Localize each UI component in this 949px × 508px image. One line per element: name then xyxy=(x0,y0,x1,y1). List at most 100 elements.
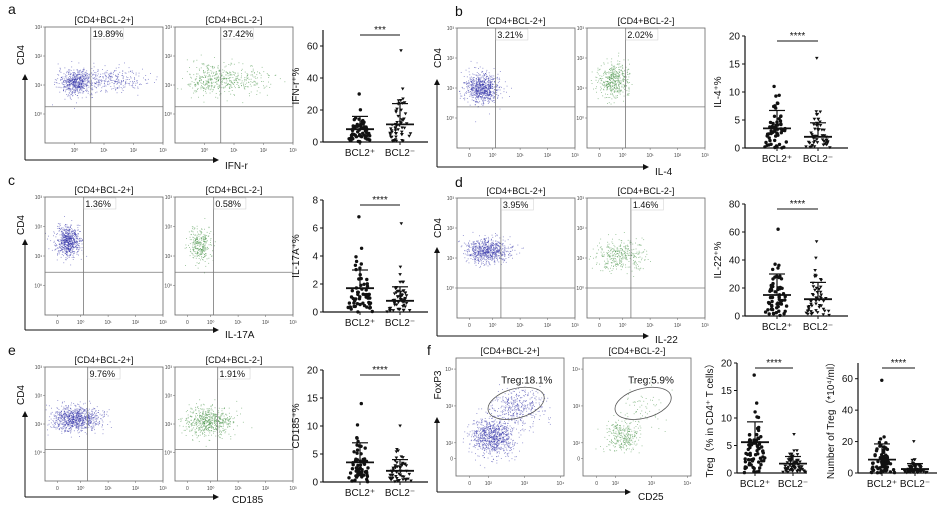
event-dot xyxy=(617,76,619,78)
event-dot xyxy=(488,262,490,264)
event-dot xyxy=(68,228,70,230)
event-dot xyxy=(227,84,228,86)
event-dot xyxy=(488,252,489,254)
event-dot xyxy=(488,261,489,263)
event-dot xyxy=(73,253,75,255)
event-dot xyxy=(483,238,485,240)
event-dot xyxy=(82,81,84,83)
event-dot xyxy=(63,229,65,231)
event-dot xyxy=(207,76,209,78)
event-dot xyxy=(492,256,493,258)
event-dot xyxy=(77,97,79,99)
event-dot xyxy=(477,258,479,260)
event-dot xyxy=(495,253,497,254)
event-dot xyxy=(66,224,68,226)
event-dot xyxy=(492,259,494,261)
event-dot xyxy=(485,87,486,89)
event-dot xyxy=(74,86,76,88)
event-dot xyxy=(615,75,617,77)
event-dot xyxy=(262,81,264,82)
event-dot xyxy=(481,90,483,92)
event-dot xyxy=(81,239,83,241)
event-dot xyxy=(76,241,78,242)
event-dot xyxy=(70,78,72,79)
event-dot xyxy=(474,90,476,92)
event-dot xyxy=(480,84,482,86)
event-dot xyxy=(66,233,68,234)
event-dot xyxy=(480,89,482,91)
event-dot xyxy=(70,249,72,251)
event-dot xyxy=(200,254,202,256)
event-dot xyxy=(73,237,74,239)
data-point xyxy=(812,139,817,143)
event-dot xyxy=(96,91,98,93)
event-dot xyxy=(192,87,194,89)
event-dot xyxy=(191,226,193,228)
event-dot xyxy=(76,253,78,255)
event-dot xyxy=(494,256,496,258)
event-dot xyxy=(486,94,488,96)
event-dot xyxy=(209,89,211,91)
event-dot xyxy=(479,84,481,86)
gate-label-box xyxy=(83,197,117,210)
event-dot xyxy=(61,236,63,238)
event-dot xyxy=(481,87,483,88)
event-dot xyxy=(76,76,78,78)
event-dot xyxy=(82,83,84,84)
axis-arrows xyxy=(24,240,218,331)
event-dot xyxy=(481,243,483,245)
event-dot xyxy=(75,74,77,76)
event-dot xyxy=(66,77,68,79)
event-dot xyxy=(502,248,504,250)
event-dot xyxy=(72,86,74,88)
gate-label-box xyxy=(495,28,529,41)
event-dot xyxy=(606,76,608,78)
event-dot xyxy=(484,87,485,89)
flow-plot: [CD4+BCL-2+]10⁰ 10¹ 10² 10³10⁰10¹10²10³19.8… xyxy=(34,15,167,154)
event-dot xyxy=(205,65,207,67)
event-dot xyxy=(77,238,78,239)
event-dot xyxy=(125,79,127,81)
event-dot xyxy=(64,86,66,88)
event-dot xyxy=(80,77,82,79)
data-point xyxy=(357,139,362,144)
event-dot xyxy=(232,77,234,78)
event-dot xyxy=(96,81,97,83)
event-dot xyxy=(504,253,506,255)
event-dot xyxy=(206,231,208,233)
event-dot xyxy=(61,78,63,80)
event-dot xyxy=(63,235,65,237)
event-dot xyxy=(601,88,602,90)
event-dot xyxy=(479,84,481,86)
event-dot xyxy=(68,249,70,251)
event-dot xyxy=(62,242,64,244)
event-dot xyxy=(475,87,477,89)
event-dot xyxy=(189,243,191,245)
event-dot xyxy=(618,84,620,86)
event-dot xyxy=(104,65,106,67)
event-dot xyxy=(493,83,495,85)
event-dot xyxy=(64,234,66,236)
event-dot xyxy=(496,250,497,252)
event-dot xyxy=(607,77,608,79)
event-dot xyxy=(95,78,97,79)
event-dot xyxy=(482,84,484,86)
event-dot xyxy=(470,246,472,248)
event-dot xyxy=(495,256,497,257)
event-dot xyxy=(480,90,482,92)
event-dot xyxy=(481,97,483,99)
event-dot xyxy=(216,83,218,85)
event-dot xyxy=(199,75,201,77)
event-dot xyxy=(90,87,92,89)
data-point xyxy=(390,130,394,134)
event-dot xyxy=(473,253,475,255)
event-dot xyxy=(494,261,495,263)
event-dot xyxy=(495,240,497,242)
event-dot xyxy=(85,96,87,98)
event-dot xyxy=(482,250,484,252)
gate-label-box xyxy=(90,27,124,40)
event-dot xyxy=(512,246,514,247)
event-dot xyxy=(198,263,200,264)
event-dot xyxy=(80,240,82,242)
y-tick-label: 10² xyxy=(35,54,43,60)
